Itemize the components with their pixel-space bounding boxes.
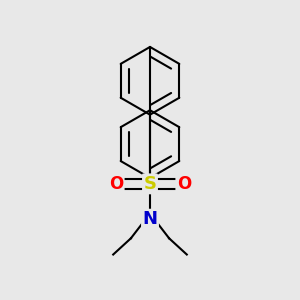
Text: N: N (142, 210, 158, 228)
Text: S: S (143, 175, 157, 193)
Text: O: O (109, 175, 123, 193)
Text: O: O (177, 175, 191, 193)
